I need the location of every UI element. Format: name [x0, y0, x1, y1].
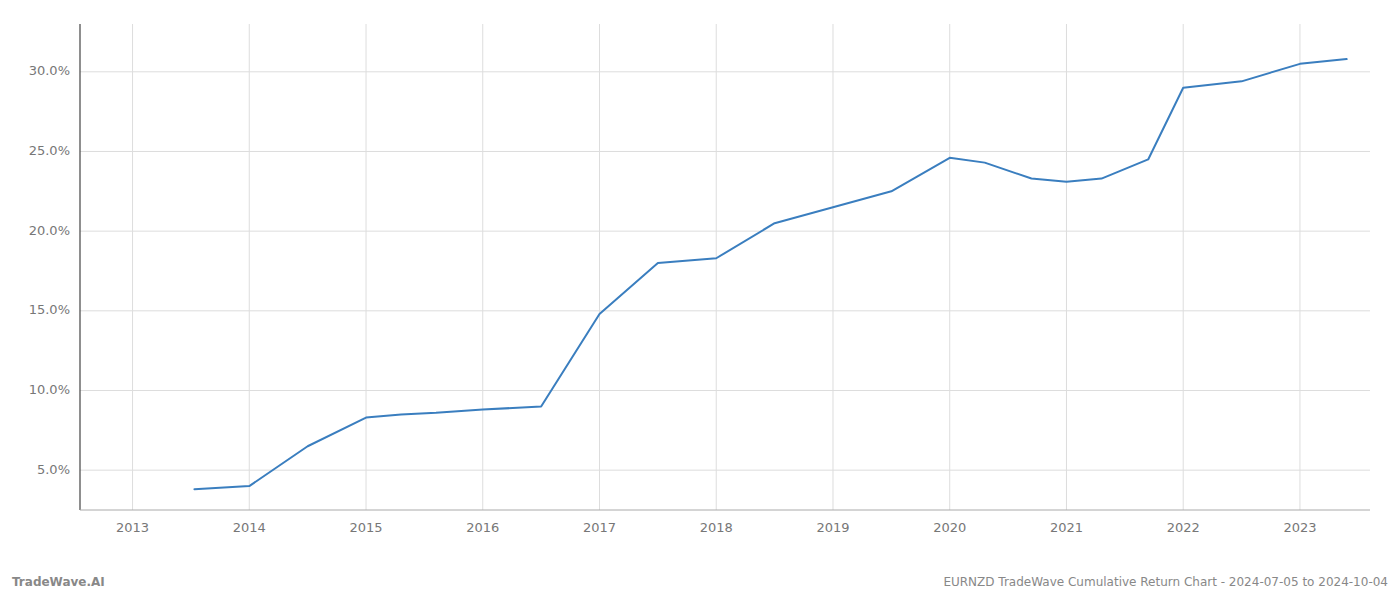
- y-grid-line: [80, 390, 1370, 391]
- x-grid-line: [832, 24, 833, 510]
- x-grid-line: [716, 24, 717, 510]
- y-grid-line: [80, 231, 1370, 232]
- x-tick-label: 2016: [466, 520, 499, 535]
- footer: TradeWave.AI EURNZD TradeWave Cumulative …: [12, 575, 1388, 589]
- x-grid-line: [249, 24, 250, 510]
- y-tick-label: 20.0%: [29, 223, 70, 238]
- grid: [80, 24, 1370, 510]
- y-tick-label: 10.0%: [29, 382, 70, 397]
- x-tick-label: 2022: [1167, 520, 1200, 535]
- x-tick-label: 2020: [933, 520, 966, 535]
- x-axis-line: [80, 510, 1370, 511]
- chart-container: 5.0% 10.0% 15.0% 20.0% 25.0% 30.0% 2013 2014 201…: [0, 0, 1400, 600]
- y-tick-label: 30.0%: [29, 63, 70, 78]
- axes: 5.0% 10.0% 15.0% 20.0% 25.0% 30.0% 2013 2014 201…: [29, 24, 1370, 535]
- chart-svg: 5.0% 10.0% 15.0% 20.0% 25.0% 30.0% 2013 2014 201…: [0, 0, 1400, 600]
- y-tick-label: 5.0%: [37, 462, 70, 477]
- x-tick-label: 2021: [1050, 520, 1083, 535]
- page: {"chart_data": {"type": "line", "title":…: [0, 0, 1400, 600]
- x-grid-line: [1066, 24, 1067, 510]
- x-grid-line: [1299, 24, 1300, 510]
- x-tick-label: 2019: [816, 520, 849, 535]
- y-grid-line: [80, 71, 1370, 72]
- x-tick-label: 2023: [1283, 520, 1316, 535]
- x-grid-line: [482, 24, 483, 510]
- watermark: TradeWave.AI: [12, 575, 105, 589]
- return-line: [194, 59, 1346, 489]
- x-grid-line: [949, 24, 950, 510]
- title: EURNZD TradeWave Cumulative Return Chart…: [943, 575, 1388, 589]
- x-tick-label: 2013: [116, 520, 149, 535]
- plot-area: [194, 59, 1346, 489]
- y-grid-line: [80, 151, 1370, 152]
- x-grid-line: [366, 24, 367, 510]
- y-grid-line: [80, 310, 1370, 311]
- y-tick-label: 15.0%: [29, 302, 70, 317]
- y-axis-line: [79, 24, 80, 510]
- y-tick-label: 25.0%: [29, 143, 70, 158]
- x-tick-label: 2014: [233, 520, 266, 535]
- x-grid-line: [132, 24, 133, 510]
- x-tick-label: 2018: [700, 520, 733, 535]
- x-tick-label: 2017: [583, 520, 616, 535]
- x-tick-label: 2015: [349, 520, 382, 535]
- x-grid-line: [599, 24, 600, 510]
- x-grid-line: [1183, 24, 1184, 510]
